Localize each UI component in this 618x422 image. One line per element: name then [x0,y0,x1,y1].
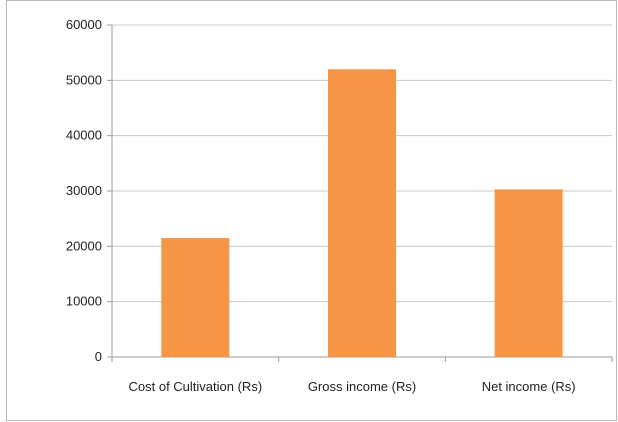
bar [161,238,230,357]
x-category-label: Gross income (Rs) [308,379,416,394]
bars [161,69,563,358]
y-axis-tick-labels: 0 10000 20000 30000 40000 50000 60000 [66,17,102,364]
x-category-label: Cost of Cultivation (Rs) [129,379,263,394]
y-tick-label: 60000 [66,17,102,32]
y-tick-label: 10000 [66,294,102,309]
x-category-label: Net income (Rs) [482,379,576,394]
y-tick-label: 50000 [66,72,102,87]
bar [328,69,396,358]
y-tick-label: 20000 [66,238,102,253]
bar [494,189,563,357]
y-tick-label: 40000 [66,128,102,143]
y-tick-label: 30000 [66,183,102,198]
x-axis-category-labels: Cost of Cultivation (Rs) Gross income (Rs… [129,379,576,394]
y-tick-label: 0 [95,349,102,364]
